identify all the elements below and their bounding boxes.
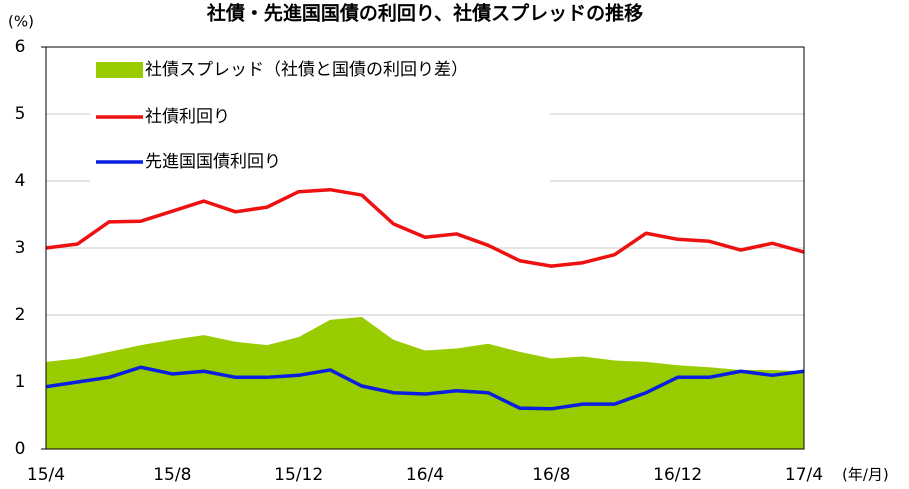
y-tick-label: 2 bbox=[15, 305, 26, 325]
x-tick-label: 15/4 bbox=[27, 465, 65, 485]
yield-line bbox=[45, 365, 805, 411]
y-tick-label: 6 bbox=[15, 37, 26, 57]
y-tick-label: 1 bbox=[15, 372, 26, 392]
x-tick-label: 16/4 bbox=[406, 465, 444, 485]
y-tick-label: 3 bbox=[15, 238, 26, 258]
x-axis-label: (年/月) bbox=[842, 466, 889, 484]
legend-label: 先進国国債利回り bbox=[145, 152, 281, 172]
legend-label: 社債スプレッド（社債と国債の利回り差） bbox=[145, 60, 468, 80]
y-axis-label: (%) bbox=[8, 13, 34, 31]
legend-label: 社債利回り bbox=[145, 107, 230, 127]
y-tick-label: 5 bbox=[15, 104, 26, 124]
legend-background bbox=[90, 52, 550, 182]
x-tick-label: 15/12 bbox=[274, 465, 323, 485]
x-tick-label: 15/8 bbox=[153, 465, 191, 485]
x-tick-label: 16/12 bbox=[653, 465, 702, 485]
y-tick-label: 4 bbox=[15, 171, 26, 191]
plot-frame bbox=[45, 46, 805, 450]
x-tick-label: 17/4 bbox=[785, 465, 823, 485]
chart-title: 社債・先進国国債の利回り、社債スプレッドの推移 bbox=[206, 2, 643, 25]
y-tick-label: 0 bbox=[15, 439, 26, 459]
x-tick-label: 16/8 bbox=[532, 465, 570, 485]
legend-swatch bbox=[96, 62, 143, 78]
yield-line bbox=[45, 187, 805, 268]
spread-area bbox=[46, 317, 804, 449]
